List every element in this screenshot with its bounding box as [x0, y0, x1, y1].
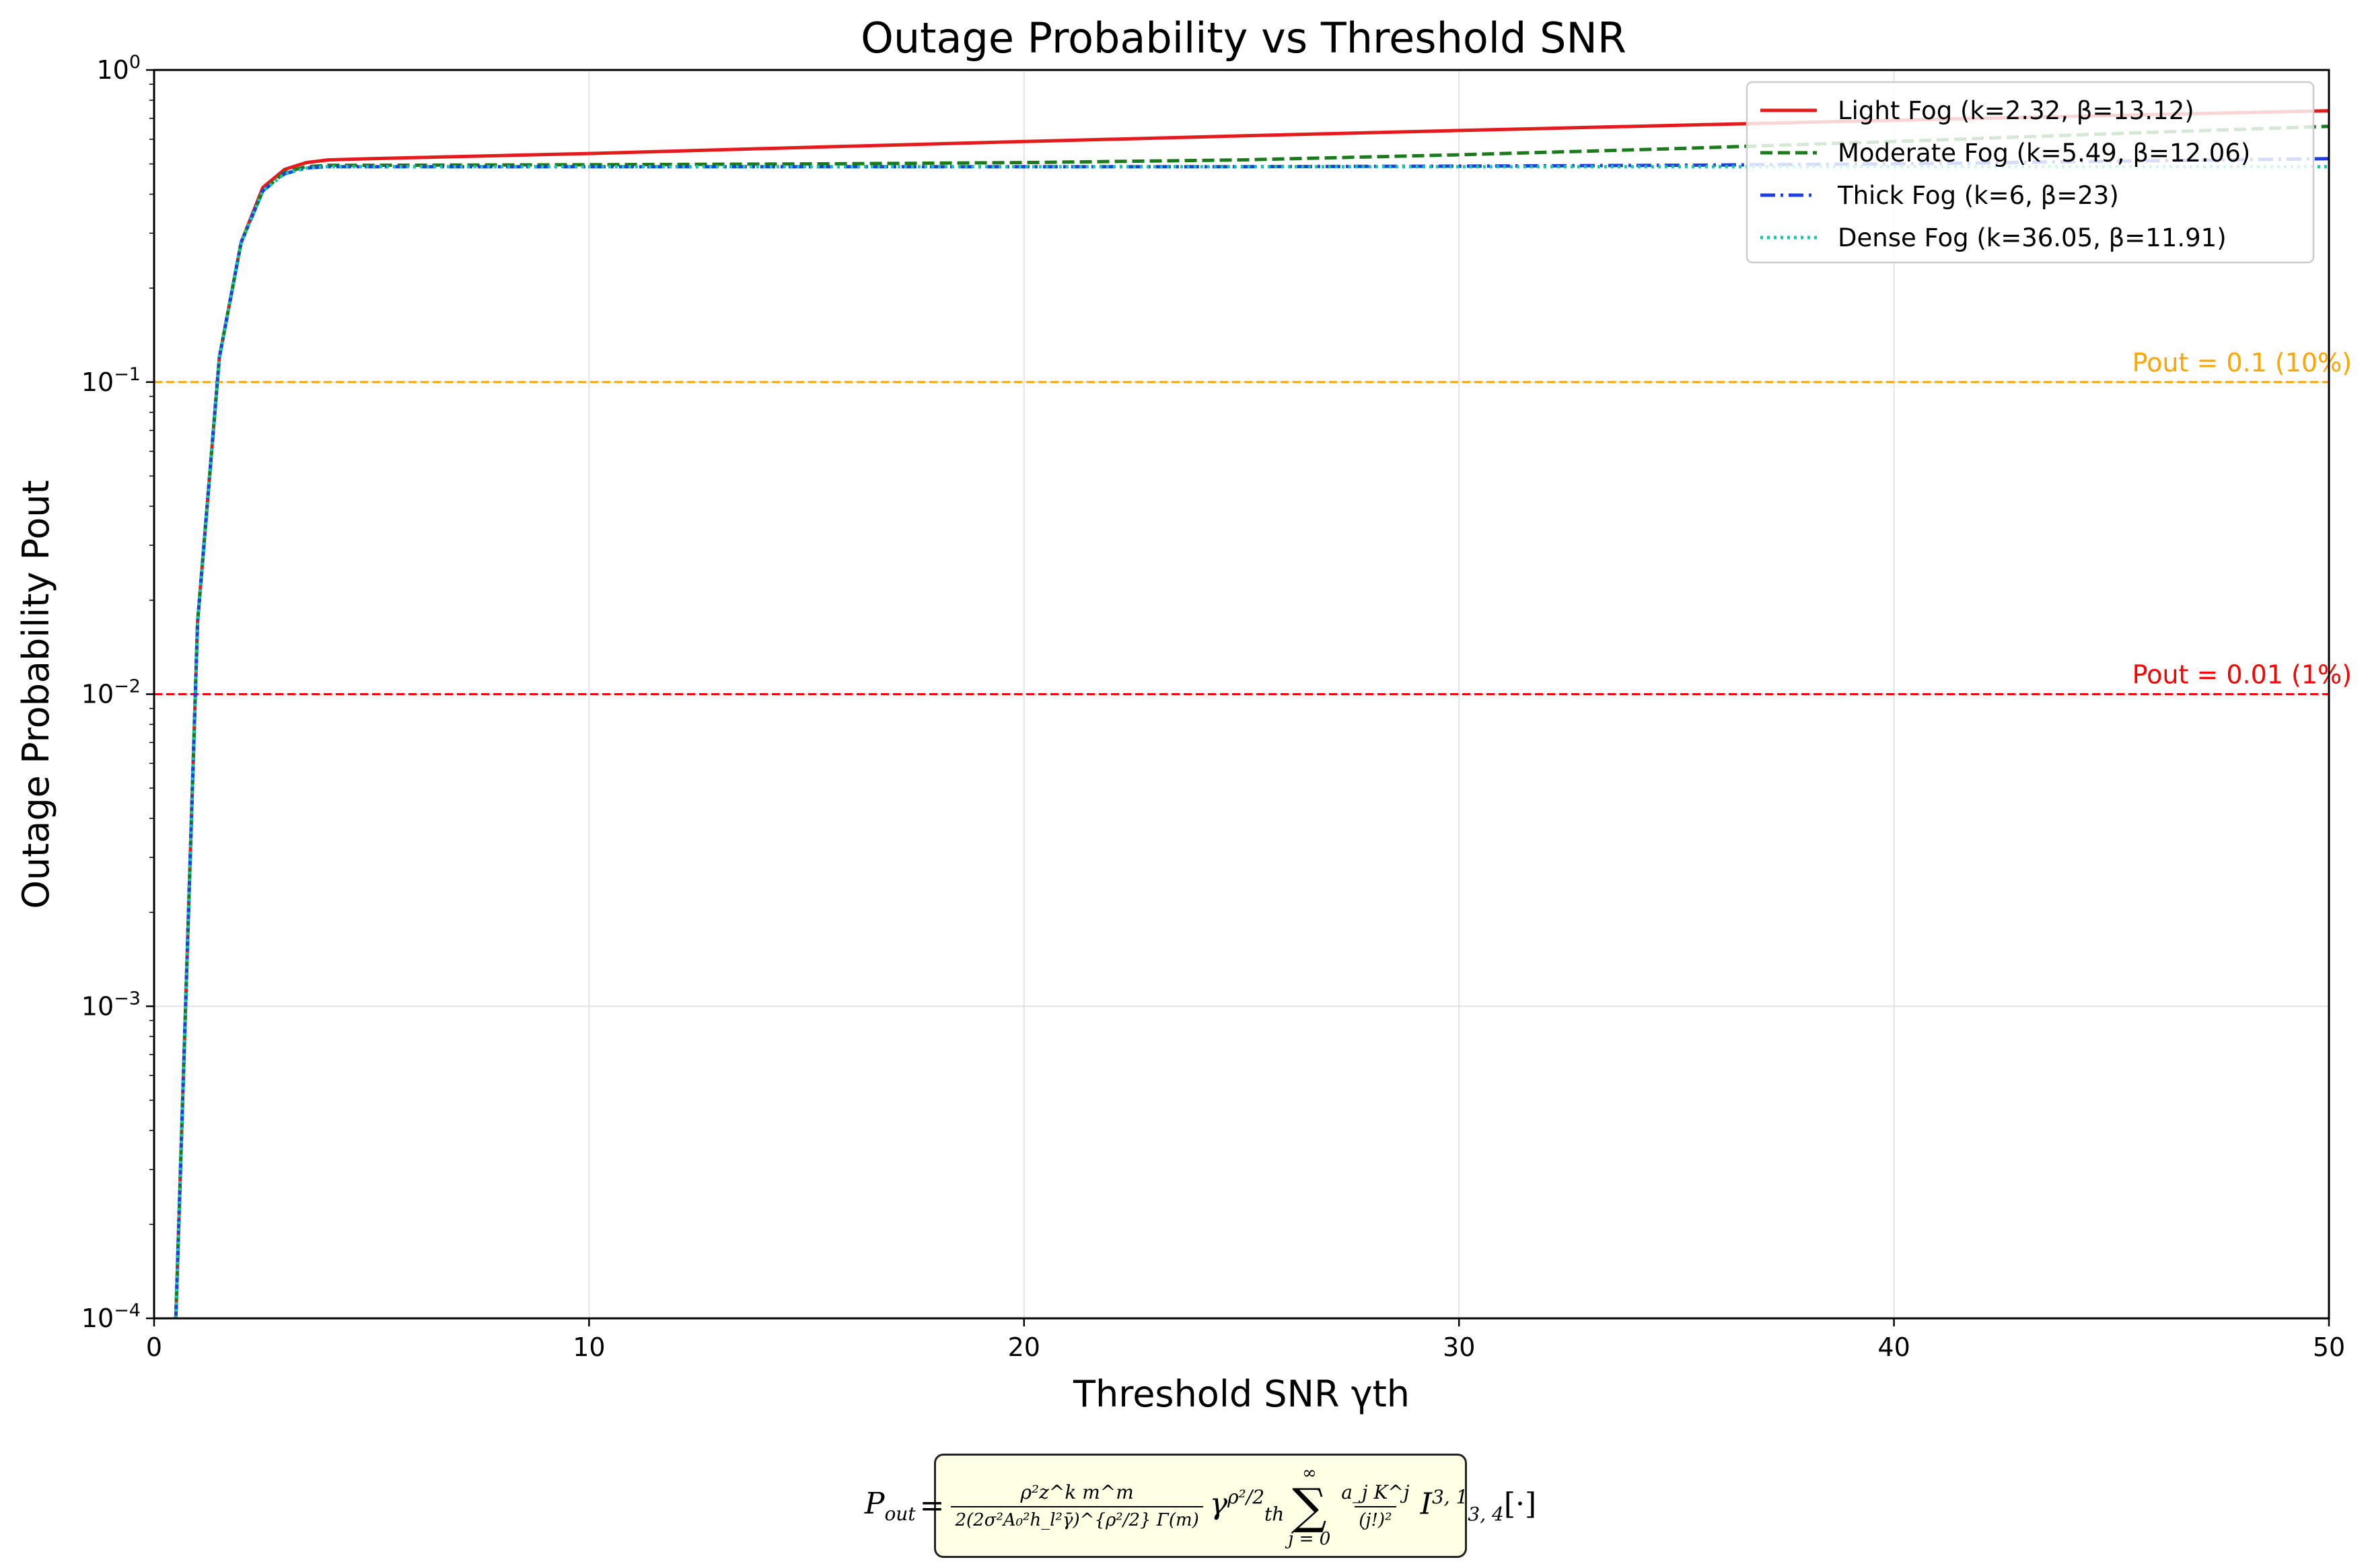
- y-tick-label: 10−4: [81, 1300, 141, 1333]
- legend: Light Fog (k=2.32, β=13.12) Moderate Fog …: [1746, 81, 2315, 264]
- x-tick-label: 10: [573, 1332, 605, 1362]
- x-axis-label: Threshold SNR γth: [1073, 1373, 1410, 1415]
- reference-line-label: Pout = 0.1 (10%): [2132, 348, 2352, 378]
- y-tick-label: 10−1: [81, 364, 141, 397]
- formula-numerator: ρ²z^k m^m: [1020, 1481, 1134, 1503]
- x-tick-label: 40: [1877, 1332, 1910, 1362]
- chart-title: Outage Probability vs Threshold SNR: [861, 13, 1626, 63]
- formula-lhs: Pout: [864, 1487, 916, 1525]
- y-tick-label: 100: [96, 52, 141, 85]
- x-tick-label: 20: [1008, 1332, 1040, 1362]
- y-axis-label: Outage Probability Pout: [15, 480, 57, 908]
- series-line: [174, 165, 2329, 1318]
- outage-formula: Pout = ρ²z^k m^m 2(2σ²A₀²h_l²γ̄)^{ρ²/2} …: [865, 1464, 1536, 1548]
- y-tick-label: 10−3: [81, 988, 141, 1021]
- x-tick-label: 30: [1443, 1332, 1475, 1362]
- formula-gamma: γρ²/2th: [1209, 1486, 1285, 1526]
- formula-term: a_j K^j (j!)²: [1341, 1481, 1410, 1530]
- formula-i-function: I3, 13, 4[·]: [1420, 1486, 1537, 1526]
- series-group: [174, 109, 2329, 1318]
- legend-label: Moderate Fog (k=5.49, β=12.06): [1838, 139, 2250, 168]
- x-axis: 0 10 20 30 40 50: [146, 1318, 2345, 1362]
- formula-fraction: ρ²z^k m^m 2(2σ²A₀²h_l²γ̄)^{ρ²/2} Γ(m): [951, 1481, 1203, 1530]
- legend-box: [1746, 81, 2315, 264]
- legend-label: Thick Fog (k=6, β=23): [1837, 181, 2119, 210]
- series-line: [174, 157, 2329, 1318]
- x-tick-label: 0: [146, 1332, 162, 1362]
- reference-line-label: Pout = 0.01 (1%): [2132, 660, 2352, 690]
- y-tick-label: 10−2: [81, 676, 141, 709]
- reference-lines: Pout = 0.1 (10%) Pout = 0.01 (1%): [154, 348, 2352, 695]
- formula-box: Pout = ρ²z^k m^m 2(2σ²A₀²h_l²γ̄)^{ρ²/2} …: [865, 1454, 1536, 1558]
- x-tick-label: 50: [2313, 1332, 2345, 1362]
- formula-sum: ∞ ∑ j = 0: [1288, 1462, 1331, 1549]
- y-axis: 10−4 10−3 10−2 10−1 100: [81, 52, 154, 1333]
- formula-denominator: 2(2σ²A₀²h_l²γ̄)^{ρ²/2} Γ(m): [951, 1506, 1203, 1530]
- legend-label: Dense Fog (k=36.05, β=11.91): [1838, 223, 2227, 252]
- formula-equals: =: [919, 1489, 945, 1523]
- legend-label: Light Fog (k=2.32, β=13.12): [1838, 96, 2194, 125]
